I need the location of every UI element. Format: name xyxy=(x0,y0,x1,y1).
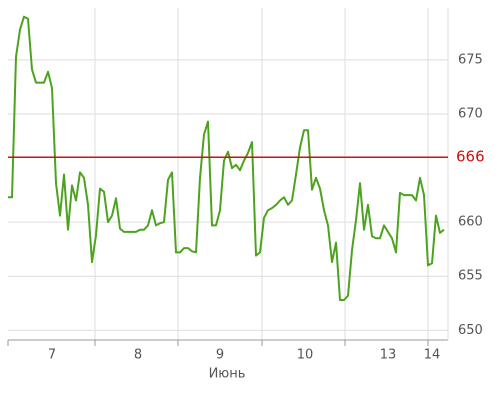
x-tick-label: 9 xyxy=(216,348,224,363)
line-series xyxy=(8,15,445,301)
y-tick-label: 650 xyxy=(458,323,483,338)
x-tick-label: 13 xyxy=(380,348,397,363)
x-tick-label: 7 xyxy=(48,348,56,363)
x-axis-label: Июнь xyxy=(209,367,246,382)
x-tick-label: 8 xyxy=(134,348,142,363)
reference-label: 666 xyxy=(456,148,485,166)
y-tick-label: 675 xyxy=(458,52,483,67)
x-tick-label: 10 xyxy=(297,348,314,363)
y-tick-label: 670 xyxy=(458,106,483,121)
y-tick-label: 660 xyxy=(458,215,483,230)
x-tick-label: 14 xyxy=(424,348,441,363)
y-tick-label: 655 xyxy=(458,269,483,284)
